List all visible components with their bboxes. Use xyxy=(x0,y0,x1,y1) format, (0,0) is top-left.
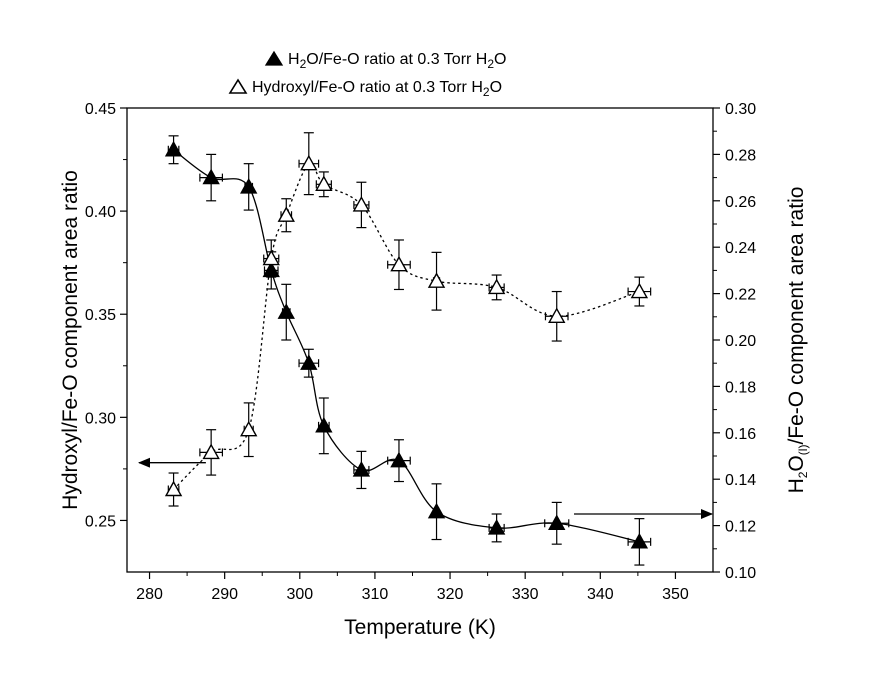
x-tick-label: 310 xyxy=(362,586,389,603)
h2o-data-point xyxy=(487,518,506,535)
axis-ticks: 280 290 300 310 320 330 340 350 0.25 0.30 0.35 0.40… xyxy=(85,101,756,603)
hydroxyl-data-point xyxy=(630,282,649,299)
y-left-tick-label: 0.40 xyxy=(85,204,116,221)
hydroxyl-data-point xyxy=(202,443,220,460)
y-right-tick-label: 0.16 xyxy=(725,426,756,443)
legend-marker-filled-triangle xyxy=(264,50,284,66)
legend: H2O/Fe-O ratio at 0.3 Torr H2O Hydroxyl/F… xyxy=(228,50,506,99)
h2o-data-point xyxy=(240,177,258,194)
h2o-data-point xyxy=(352,460,371,477)
y-right-tick-label: 0.10 xyxy=(725,565,756,582)
y-right-tick-label: 0.28 xyxy=(725,147,756,164)
h2o-data-point xyxy=(315,416,333,433)
hydroxyl-data-point xyxy=(427,272,446,288)
axis-labels: Temperature (K) Hydroxyl/Fe-O component a… xyxy=(59,170,810,639)
h2o-data-point xyxy=(300,354,318,370)
x-tick-label: 290 xyxy=(211,586,238,603)
h2o-data-point xyxy=(164,140,183,157)
hydroxyl-data-point xyxy=(277,206,295,222)
y-right-tick-label: 0.12 xyxy=(725,519,756,536)
h2o-data-point xyxy=(262,261,280,278)
y-right-tick-label: 0.26 xyxy=(725,194,756,211)
x-tick-label: 320 xyxy=(437,586,464,603)
y-right-tick-label: 0.24 xyxy=(725,240,756,257)
h2o-data-point xyxy=(202,168,220,185)
h2o-ratio-curve xyxy=(173,149,640,543)
hydroxyl-data-point xyxy=(240,420,258,437)
hydroxyl-data-point xyxy=(262,249,280,266)
h2o-data-point xyxy=(548,514,566,530)
y-left-tick-label: 0.35 xyxy=(85,307,116,324)
legend-label-hydroxyl: Hydroxyl/Fe-O ratio at 0.3 Torr H2O xyxy=(252,79,502,99)
x-tick-label: 350 xyxy=(662,586,689,603)
y-left-tick-label: 0.30 xyxy=(85,410,116,427)
hydroxyl-data-point xyxy=(390,255,408,272)
y-right-tick-label: 0.18 xyxy=(725,379,756,396)
x-tick-label: 280 xyxy=(136,586,163,603)
legend-marker-open-triangle xyxy=(228,78,248,94)
error-bars xyxy=(167,132,652,566)
x-tick-label: 340 xyxy=(587,586,614,603)
hydroxyl-data-point xyxy=(164,480,183,497)
y-left-tick-label: 0.45 xyxy=(85,101,116,118)
x-axis-label: Temperature (K) xyxy=(344,616,496,639)
hydroxyl-data-point xyxy=(487,278,506,295)
h2o-data-point xyxy=(277,303,295,319)
hydroxyl-data-point xyxy=(352,195,371,212)
y-right-tick-label: 0.20 xyxy=(725,333,756,350)
series-lines xyxy=(173,149,640,543)
y-right-tick-label: 0.22 xyxy=(725,287,756,304)
hydroxyl-ratio-curve xyxy=(173,162,640,490)
y-left-axis-label: Hydroxyl/Fe-O component area ratio xyxy=(59,170,82,510)
y-right-axis-label: H2O(l)/Fe-O component area ratio xyxy=(785,187,810,494)
y-left-tick-label: 0.25 xyxy=(85,513,116,530)
x-tick-label: 330 xyxy=(512,586,539,603)
data-points xyxy=(164,140,649,549)
axis-arrows xyxy=(138,457,713,519)
y-right-tick-label: 0.14 xyxy=(725,472,756,489)
h2o-data-point xyxy=(390,451,408,468)
legend-label-h2o: H2O/Fe-O ratio at 0.3 Torr H2O xyxy=(288,51,506,71)
hydroxyl-data-point xyxy=(548,307,566,323)
h2o-data-point xyxy=(630,532,649,549)
y-right-tick-label: 0.30 xyxy=(725,101,756,118)
x-tick-label: 300 xyxy=(286,586,313,603)
h2o-data-point xyxy=(427,502,446,519)
hydroxyl-data-point xyxy=(315,175,333,192)
hydroxyl-data-point xyxy=(300,154,318,171)
